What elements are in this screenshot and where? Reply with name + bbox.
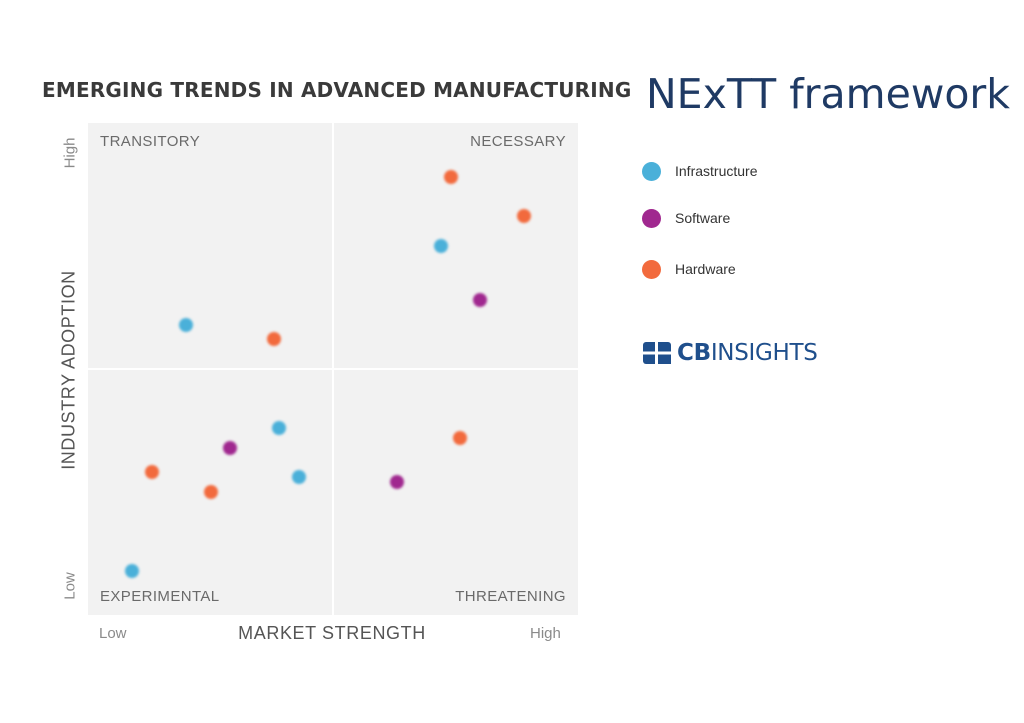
- legend-item-infrastructure: Infrastructure: [642, 161, 757, 181]
- legend-label: Infrastructure: [675, 163, 758, 179]
- scatter-point-hardware-6: [203, 485, 218, 499]
- y-tick-high: High: [61, 137, 79, 169]
- scatter-point-software-2: [223, 440, 238, 455]
- y-axis-label: INDUSTRY ADOPTION: [58, 270, 79, 470]
- scatter-point-infrastructure-3: [272, 421, 287, 436]
- logo-bold-text: CB: [677, 340, 711, 366]
- legend-dot-hardware: [642, 259, 661, 279]
- quadrant-threatening: [334, 370, 578, 615]
- scatter-point-hardware-2: [517, 209, 532, 224]
- scatter-point-software-1: [473, 293, 487, 308]
- legend-item-hardware: Hardware: [642, 259, 736, 279]
- framework-title: NExTT framework: [646, 70, 1011, 118]
- legend-item-software: Software: [642, 208, 730, 228]
- x-tick-high: High: [530, 625, 561, 642]
- x-axis-label: MARKET STRENGTH: [238, 623, 426, 643]
- quadrant-label-experimental: EXPERIMENTAL: [100, 588, 220, 605]
- legend-label: Software: [675, 210, 731, 226]
- scatter-point-infrastructure-1: [433, 239, 448, 253]
- quadrant-transitory: [88, 123, 332, 368]
- legend-dot-software: [642, 208, 661, 228]
- scatter-point-software-3: [389, 475, 404, 490]
- legend-label: Hardware: [675, 261, 736, 277]
- scatter-point-infrastructure-5: [125, 563, 140, 578]
- quadrant-label-necessary: NECESSARY: [470, 133, 566, 150]
- x-tick-low: Low: [99, 625, 127, 642]
- y-tick-low: Low: [61, 572, 79, 600]
- scatter-point-hardware-3: [267, 332, 282, 347]
- cb-insights-logo: CBINSIGHTS: [643, 340, 818, 366]
- cb-insights-wordmark: CBINSIGHTS: [677, 340, 818, 366]
- logo-rest-text: INSIGHTS: [710, 340, 818, 366]
- quadrant-necessary: [334, 123, 578, 368]
- chart-title: EMERGING TRENDS IN ADVANCED MANUFACTURIN…: [42, 78, 632, 102]
- cb-insights-logo-icon: [643, 342, 671, 364]
- scatter-point-hardware-1: [443, 170, 458, 185]
- scatter-point-infrastructure-4: [291, 470, 306, 485]
- legend-dot-infrastructure: [642, 161, 661, 181]
- quadrant-plot-area: TRANSITORY NECESSARY EXPERIMENTAL THREAT…: [88, 123, 578, 615]
- quadrant-label-transitory: TRANSITORY: [100, 133, 201, 150]
- scatter-point-hardware-5: [144, 465, 159, 480]
- scatter-point-infrastructure-2: [179, 317, 193, 332]
- scatter-point-hardware-4: [453, 430, 468, 445]
- quadrant-label-threatening: THREATENING: [455, 588, 566, 605]
